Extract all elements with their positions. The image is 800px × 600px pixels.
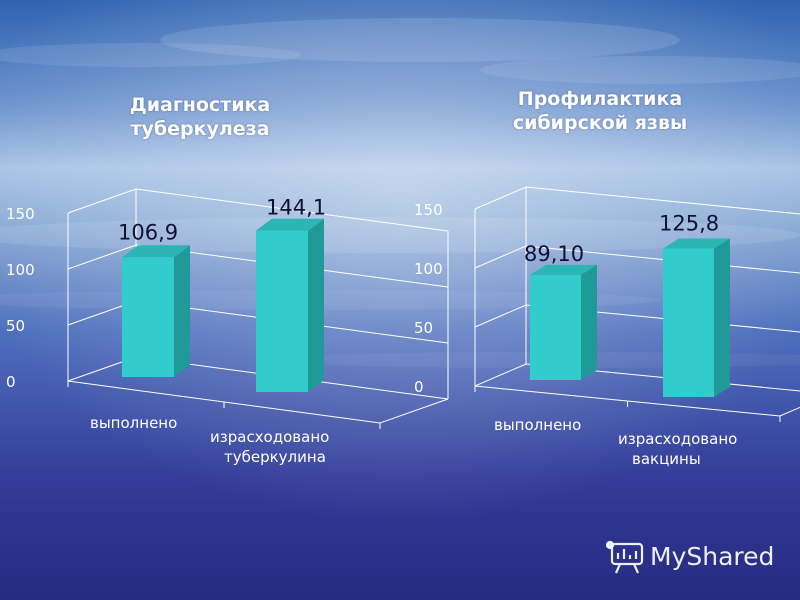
data-label: 106,9 bbox=[118, 220, 178, 244]
gridline bbox=[474, 363, 800, 392]
chart-1-title-line-2: туберкулеза bbox=[130, 118, 270, 140]
y-tick-label: 150 bbox=[414, 201, 443, 219]
bar-side bbox=[308, 218, 324, 392]
y-tick-label: 150 bbox=[6, 205, 35, 223]
data-label: 89,10 bbox=[524, 242, 584, 266]
bar bbox=[122, 245, 190, 377]
bar-front bbox=[663, 248, 714, 397]
y-tick-label: 50 bbox=[6, 317, 25, 335]
y-tick-label: 50 bbox=[414, 319, 433, 337]
chart-1-title-line-1: Диагностика bbox=[129, 94, 271, 116]
bar-side bbox=[174, 245, 190, 377]
presentation-board-icon bbox=[606, 540, 644, 574]
bar-front bbox=[256, 230, 308, 392]
gridline bbox=[474, 304, 800, 333]
floor-edge bbox=[474, 385, 800, 417]
bar bbox=[663, 238, 730, 397]
data-label: 144,1 bbox=[266, 196, 326, 220]
bar bbox=[530, 264, 597, 380]
bar-side bbox=[714, 238, 730, 397]
category-label: израсходовано туберкулина bbox=[210, 428, 329, 466]
chart-1: 0 50 100 150 106,9 144,1 выполнено израсходован… bbox=[6, 188, 449, 466]
y-tick-label: 0 bbox=[414, 378, 424, 396]
bar-side bbox=[581, 264, 597, 380]
chart-1-title: Диагностика туберкулеза bbox=[95, 93, 305, 141]
bar-top bbox=[663, 238, 730, 249]
watermark: MyShared bbox=[606, 540, 774, 574]
watermark-text: MyShared bbox=[650, 542, 774, 571]
category-label: израсходовано вакцины bbox=[618, 430, 737, 468]
chart-2-title-line-2: сибирской язвы bbox=[512, 112, 688, 134]
data-label: 125,8 bbox=[659, 212, 719, 236]
category-label: выполнено bbox=[90, 414, 177, 432]
bar-front bbox=[122, 257, 174, 377]
chart-2-title-line-1: Профилактика bbox=[517, 88, 683, 110]
y-tick-label: 100 bbox=[414, 260, 443, 278]
y-tick-label: 0 bbox=[6, 373, 16, 391]
gridline bbox=[474, 186, 800, 215]
bar bbox=[256, 218, 324, 392]
category-label: выполнено bbox=[494, 416, 581, 434]
chart-2: 0 50 100 150 89,10 125,8 выполнено израсходован… bbox=[414, 186, 800, 468]
bar-front bbox=[530, 274, 581, 380]
chart-2-title: Профилактика сибирской язвы bbox=[480, 87, 720, 135]
y-tick-label: 100 bbox=[6, 261, 35, 279]
bar-top bbox=[122, 245, 190, 258]
bar-top bbox=[530, 264, 597, 275]
bar-top bbox=[256, 218, 324, 231]
